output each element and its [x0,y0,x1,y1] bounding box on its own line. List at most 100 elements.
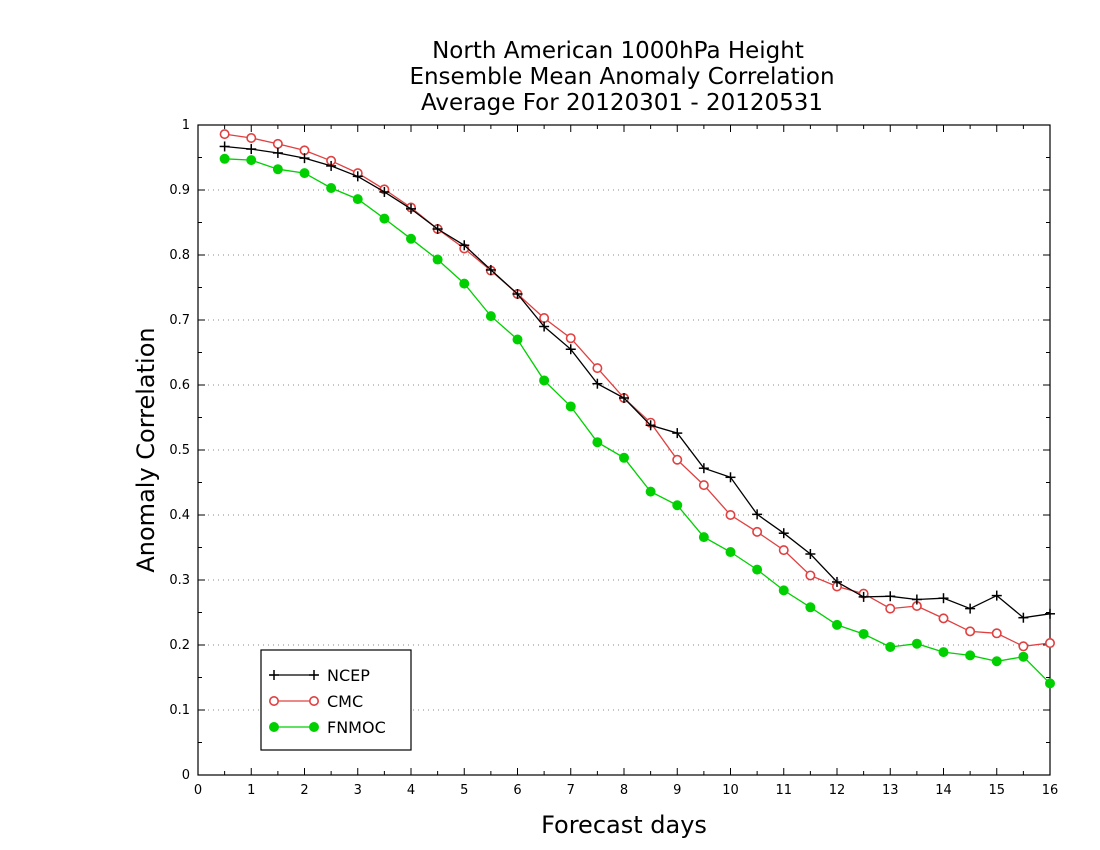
x-tick-label: 4 [407,783,415,798]
y-tick-label: 0 [182,768,190,783]
x-tick-label: 5 [460,783,468,798]
data-point-fnmoc [219,153,230,164]
data-point-fnmoc [885,641,896,652]
data-point-ncep [379,186,390,197]
data-point-cmc [672,454,683,465]
data-point-ncep [778,528,789,539]
y-tick-label: 0.1 [169,703,190,718]
gridlines [198,189,1050,711]
series-line-fnmoc [224,158,1051,684]
data-point-fnmoc [938,647,949,658]
series-line-cmc [224,133,1051,647]
data-point-ncep [272,147,283,158]
y-tick-label: 0.2 [169,638,190,653]
x-tick-label: 12 [829,783,846,798]
legend-marker-ncep [309,670,319,680]
data-point-ncep [885,591,896,602]
series-line-ncep [224,145,1051,619]
x-tick-label: 2 [300,783,308,798]
data-point-cmc [938,613,949,624]
data-point-fnmoc [725,547,736,558]
legend-label-cmc: CMC [327,692,363,711]
axis-ticks [197,124,1051,776]
data-point-fnmoc [485,311,496,322]
data-point-ncep [299,153,310,164]
series-cmc [219,129,1056,652]
chart-title-line-2: Ensemble Mean Anomaly Correlation [409,64,834,90]
data-point-ncep [459,240,470,251]
x-tick-label: 7 [567,783,575,798]
legend-marker-fnmoc [269,722,279,732]
chart-title: North American 1000hPa Height Ensemble M… [409,38,834,116]
data-point-cmc [565,333,576,344]
data-point-cmc [778,545,789,556]
data-point-fnmoc [592,437,603,448]
x-tick-label: 3 [354,783,362,798]
legend-item-cmc: CMC [268,692,363,711]
x-tick-label: 8 [620,783,628,798]
data-point-ncep [752,509,763,520]
x-tick-label: 0 [194,783,202,798]
data-point-fnmoc [565,401,576,412]
data-point-fnmoc [858,628,869,639]
data-point-fnmoc [645,486,656,497]
data-point-fnmoc [778,585,789,596]
data-point-fnmoc [246,155,257,166]
data-point-fnmoc [832,619,842,630]
x-tick-label: 14 [935,783,952,798]
x-tick-label: 10 [722,783,739,798]
data-point-cmc [698,480,709,491]
series-lines [219,129,1056,689]
data-point-ncep [991,590,1002,601]
data-point-fnmoc [299,168,310,179]
data-point-ncep [539,321,550,332]
data-point-ncep [645,420,656,431]
data-point-ncep [858,591,869,602]
data-point-ncep [485,264,496,275]
data-point-cmc [725,509,736,520]
data-point-ncep [832,576,842,587]
data-point-cmc [272,138,283,149]
legend-marker-ncep [269,670,279,680]
data-point-ncep [246,144,257,155]
data-point-cmc [752,526,763,537]
data-point-fnmoc [1018,651,1029,662]
x-tick-label: 16 [1042,783,1059,798]
data-point-fnmoc [991,656,1002,667]
data-point-fnmoc [965,650,976,661]
y-tick-label: 1 [182,118,190,133]
x-axis-label: Forecast days [541,811,707,839]
x-tick-label: 1 [247,783,255,798]
legend-box [260,649,412,751]
y-axis-label: Anomaly Correlation [132,327,160,572]
series-ncep [219,141,1055,623]
data-point-fnmoc [272,164,283,175]
data-point-ncep [432,224,443,234]
data-point-fnmoc [672,500,683,511]
data-point-ncep [938,593,949,604]
data-point-cmc [246,133,257,144]
x-tick-label: 9 [673,783,681,798]
data-point-ncep [565,344,576,355]
data-point-cmc [1018,641,1029,652]
data-point-fnmoc [432,254,443,265]
data-point-ncep [965,603,976,614]
legend-item-fnmoc: FNMOC [269,718,386,737]
data-point-fnmoc [326,183,337,194]
data-point-ncep [619,393,629,403]
data-point-ncep [512,289,523,299]
data-point-fnmoc [1045,678,1055,689]
data-point-fnmoc [619,452,629,463]
y-tick-label: 0.3 [169,573,190,588]
series-fnmoc [219,153,1055,689]
legend-marker-cmc [268,695,279,706]
y-tick-label: 0.8 [169,248,190,263]
data-point-fnmoc [805,602,816,613]
data-point-ncep [725,472,736,483]
y-tick-labels: 0 0.1 0.2 0.3 0.4 0.5 0.6 0.7 0.8 0.9 1 [169,118,190,783]
y-tick-label: 0.7 [169,313,190,328]
chart-title-line-1: North American 1000hPa Height [432,38,804,64]
data-point-ncep [698,463,709,474]
data-point-ncep [326,160,337,171]
data-point-ncep [219,141,230,152]
